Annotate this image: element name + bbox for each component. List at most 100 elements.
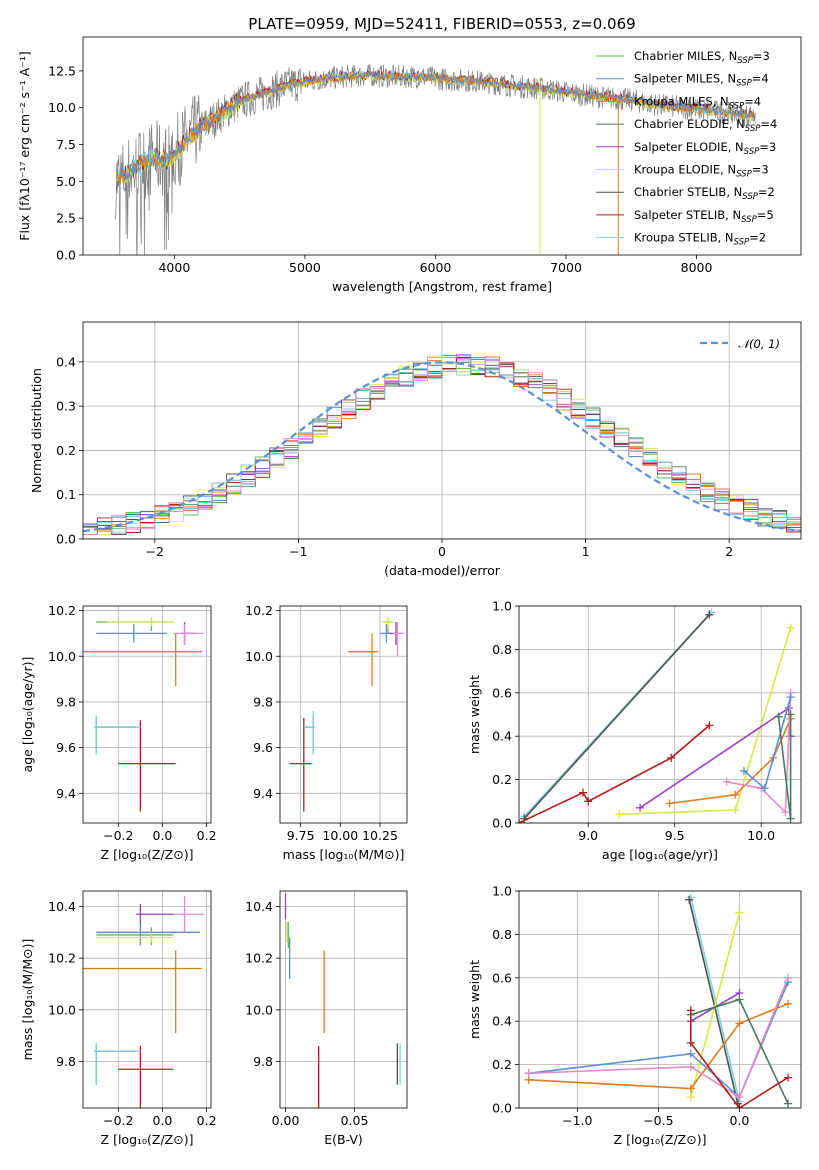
weight-marker bbox=[615, 810, 624, 819]
y-tick-label: 0.4 bbox=[492, 729, 512, 744]
grid bbox=[519, 890, 801, 1109]
legend-entry: 𝒩(0, 1) bbox=[738, 337, 780, 351]
y-axis-label: Normed distribution bbox=[29, 368, 44, 493]
weight-series-line bbox=[690, 912, 741, 1098]
y-tick-label: 0.4 bbox=[492, 1014, 512, 1029]
y-tick-label: 9.6 bbox=[253, 740, 273, 755]
x-tick-label: −1.0 bbox=[562, 1113, 592, 1128]
x-tick-label: 9.0 bbox=[578, 828, 598, 843]
plot-area bbox=[115, 63, 756, 255]
weight-series-line bbox=[690, 897, 741, 1102]
legend-entry: Kroupa ELODIE, NSSP=3 bbox=[634, 163, 769, 180]
plot-area bbox=[83, 354, 801, 539]
y-tick-label: 10.2 bbox=[245, 951, 273, 966]
x-tick-label: 4000 bbox=[158, 260, 190, 275]
x-tick-label: 9.5 bbox=[665, 828, 685, 843]
plot-area bbox=[284, 893, 401, 1108]
legend-entry: Chabrier MILES, NSSP=3 bbox=[634, 49, 770, 66]
legend: Chabrier MILES, NSSP=3 Salpeter MILES, NS… bbox=[596, 49, 777, 248]
grid bbox=[83, 606, 211, 823]
x-tick-label: 0.2 bbox=[197, 828, 217, 843]
x-tick-label: 8000 bbox=[681, 260, 713, 275]
model-spectrum bbox=[116, 70, 756, 187]
y-tick-label: 5.0 bbox=[56, 174, 76, 189]
plot-area bbox=[83, 617, 205, 812]
weight-series-line bbox=[528, 1003, 789, 1090]
y-tick-label: 9.4 bbox=[253, 786, 273, 801]
y-tick-label: 0.0 bbox=[492, 816, 512, 831]
y-tick-label: 0.6 bbox=[492, 685, 512, 700]
axes-frame bbox=[279, 605, 408, 824]
weight-marker bbox=[584, 797, 593, 806]
y-tick-label: 9.4 bbox=[56, 786, 76, 801]
y-tick-label: 9.8 bbox=[56, 694, 76, 709]
weight-series-line bbox=[528, 977, 789, 1099]
y-tick-label: 0.0 bbox=[56, 248, 76, 263]
weight-marker bbox=[686, 1062, 695, 1071]
weight-marker bbox=[786, 814, 795, 823]
weight-marker bbox=[579, 788, 588, 797]
normal-distribution-curve bbox=[83, 361, 801, 533]
weight-marker bbox=[524, 1069, 533, 1078]
y-tick-label: 9.6 bbox=[56, 740, 76, 755]
plot-area bbox=[524, 893, 793, 1108]
axes-frame bbox=[82, 605, 212, 824]
y-axis-label: Flux [fλ10⁻¹⁷ erg cm⁻² s⁻¹ A⁻¹] bbox=[17, 51, 32, 240]
legend-entry: Salpeter ELODIE, NSSP=3 bbox=[634, 140, 776, 157]
y-tick-label: 12.5 bbox=[48, 63, 76, 78]
y-tick-label: 0.8 bbox=[492, 927, 512, 942]
x-tick-label: 10.25 bbox=[362, 828, 398, 843]
axes-frame bbox=[279, 890, 408, 1109]
plot-area bbox=[519, 608, 795, 823]
weight-marker bbox=[735, 1104, 744, 1108]
weight-marker bbox=[784, 1073, 793, 1082]
x-axis-label: Z [log₁₀(Z/Z⊙)] bbox=[101, 1132, 194, 1147]
grid bbox=[280, 891, 407, 1108]
y-tick-label: 9.8 bbox=[56, 1054, 76, 1069]
weight-marker bbox=[667, 753, 676, 762]
y-tick-label: 10.2 bbox=[245, 603, 273, 618]
y-tick-label: 1.0 bbox=[492, 599, 512, 614]
weight-marker bbox=[781, 808, 790, 817]
x-tick-label: 0.2 bbox=[197, 1113, 217, 1128]
weight-marker bbox=[786, 693, 795, 702]
x-axis-label: wavelength [Angstrom, rest frame] bbox=[332, 279, 552, 294]
y-tick-label: 7.5 bbox=[56, 137, 76, 152]
x-axis-label: age [log₁₀(age/yr)] bbox=[602, 847, 718, 862]
y-axis-label: age [log₁₀(age/yr)] bbox=[20, 657, 35, 773]
x-tick-label: 0.0 bbox=[729, 1113, 749, 1128]
x-tick-label: 1 bbox=[582, 544, 590, 559]
axes-frame bbox=[82, 890, 212, 1109]
x-tick-label: 7000 bbox=[550, 260, 582, 275]
x-tick-label: −0.2 bbox=[103, 828, 133, 843]
weight-marker bbox=[786, 623, 795, 632]
weight-marker bbox=[722, 777, 731, 786]
x-axis-label: Z [log₁₀(Z/Z⊙)] bbox=[101, 847, 194, 862]
y-tick-label: 10.0 bbox=[245, 649, 273, 664]
y-tick-label: 0.1 bbox=[56, 487, 76, 502]
chart-title: PLATE=0959, MJD=52411, FIBERID=0553, z=0… bbox=[248, 15, 635, 33]
y-axis-label: mass weight bbox=[467, 675, 482, 754]
weight-marker bbox=[735, 995, 744, 1004]
grid bbox=[83, 891, 211, 1108]
weight-marker bbox=[735, 1093, 744, 1102]
residual-histogram bbox=[83, 355, 801, 539]
grid bbox=[519, 605, 801, 824]
weight-series-line bbox=[519, 724, 710, 823]
x-tick-label: 10.00 bbox=[322, 828, 358, 843]
x-axis-label: Z [log₁₀(Z/Z⊙)] bbox=[614, 1132, 707, 1147]
x-tick-label: −0.2 bbox=[103, 1113, 133, 1128]
y-tick-label: 0.2 bbox=[492, 772, 512, 787]
age-vs-metallicity-panel: −0.2 0.0 0.2 9.4 9.6 9.8 10.0 10.2 Z [log₁₀(Z/Z⊙… bbox=[20, 603, 217, 862]
weight-series-line bbox=[669, 718, 792, 805]
y-tick-label: 10.2 bbox=[48, 603, 76, 618]
y-tick-label: 0.2 bbox=[56, 443, 76, 458]
weight-vs-metallicity-panel: −1.0 −0.5 0.0 0.0 0.2 0.4 0.6 0.8 1.0 Z [log₁₀(Z/… bbox=[467, 884, 802, 1147]
weight-marker bbox=[731, 805, 740, 814]
legend-entry: Kroupa STELIB, NSSP=2 bbox=[634, 231, 766, 248]
weight-marker bbox=[739, 766, 748, 775]
axes-frame bbox=[82, 36, 802, 256]
plot-area bbox=[83, 896, 205, 1108]
weight-marker bbox=[735, 1019, 744, 1028]
